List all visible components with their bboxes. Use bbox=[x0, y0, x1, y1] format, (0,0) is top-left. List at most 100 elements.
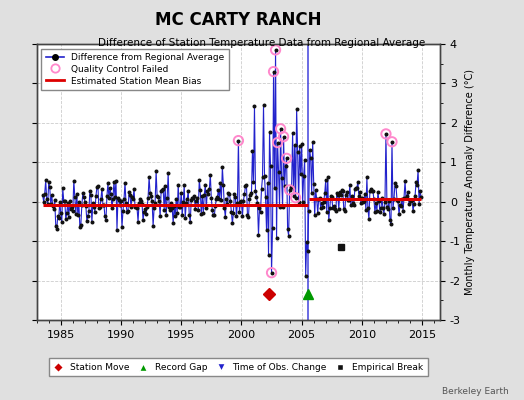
Point bbox=[83, 218, 91, 224]
Point bbox=[299, 198, 307, 205]
Point bbox=[180, 182, 189, 188]
Point bbox=[136, 196, 144, 202]
Point bbox=[270, 185, 279, 192]
Point bbox=[311, 187, 320, 194]
Point bbox=[166, 207, 174, 213]
Point bbox=[294, 199, 303, 206]
Point bbox=[222, 196, 231, 203]
Point bbox=[95, 205, 103, 212]
Point bbox=[148, 198, 156, 204]
Point bbox=[382, 131, 390, 137]
Point bbox=[198, 193, 206, 200]
Point bbox=[409, 208, 417, 214]
Point bbox=[303, 248, 312, 254]
Point bbox=[157, 188, 166, 194]
Point bbox=[167, 199, 176, 206]
Point bbox=[392, 183, 400, 189]
Point bbox=[387, 221, 395, 227]
Point bbox=[373, 208, 381, 214]
Point bbox=[233, 200, 242, 206]
Point bbox=[300, 173, 308, 179]
Point bbox=[410, 200, 418, 207]
Point bbox=[49, 203, 57, 209]
Point bbox=[135, 200, 143, 206]
Point bbox=[82, 202, 90, 209]
Point bbox=[117, 198, 125, 204]
Point bbox=[131, 204, 139, 210]
Point bbox=[297, 170, 305, 177]
Point bbox=[51, 222, 60, 229]
Point bbox=[359, 199, 367, 206]
Text: Difference of Station Temperature Data from Regional Average: Difference of Station Temperature Data f… bbox=[99, 38, 425, 48]
Point bbox=[236, 199, 245, 206]
Point bbox=[105, 195, 113, 201]
Point bbox=[60, 198, 68, 204]
Point bbox=[143, 204, 151, 210]
Point bbox=[313, 210, 322, 216]
Point bbox=[206, 172, 214, 178]
Point bbox=[112, 178, 120, 184]
Point bbox=[138, 201, 146, 208]
Point bbox=[259, 102, 268, 108]
Point bbox=[381, 198, 389, 205]
Point bbox=[160, 207, 168, 213]
Point bbox=[220, 205, 228, 212]
Point bbox=[358, 195, 366, 201]
Point bbox=[119, 208, 127, 214]
Point bbox=[401, 178, 409, 184]
Point bbox=[264, 252, 272, 258]
Point bbox=[244, 214, 253, 220]
Point bbox=[190, 193, 199, 200]
Point bbox=[335, 189, 344, 195]
Point bbox=[310, 180, 318, 187]
Point bbox=[282, 155, 291, 162]
Point bbox=[274, 139, 282, 146]
Point bbox=[240, 191, 248, 198]
Point bbox=[47, 201, 55, 207]
Point bbox=[389, 205, 397, 211]
Point bbox=[342, 191, 350, 198]
Point bbox=[383, 204, 391, 210]
Point bbox=[120, 196, 128, 203]
Point bbox=[177, 190, 185, 196]
Y-axis label: Monthly Temperature Anomaly Difference (°C): Monthly Temperature Anomaly Difference (… bbox=[465, 69, 475, 295]
Point bbox=[116, 202, 124, 208]
Point bbox=[395, 211, 403, 218]
Point bbox=[164, 170, 172, 176]
Point bbox=[191, 206, 200, 212]
Point bbox=[129, 196, 137, 202]
Point bbox=[231, 194, 239, 200]
Point bbox=[390, 196, 398, 202]
Point bbox=[140, 208, 148, 215]
Point bbox=[305, 147, 314, 153]
Point bbox=[38, 192, 47, 199]
Point bbox=[278, 204, 287, 210]
Point bbox=[242, 181, 250, 188]
Point bbox=[248, 148, 257, 154]
Point bbox=[104, 180, 112, 186]
Point bbox=[312, 196, 321, 202]
Point bbox=[267, 270, 276, 276]
Point bbox=[249, 179, 258, 185]
Point bbox=[223, 201, 232, 207]
Point bbox=[58, 219, 66, 226]
Point bbox=[323, 174, 332, 180]
Point bbox=[48, 192, 56, 199]
Point bbox=[234, 137, 243, 144]
Point bbox=[276, 126, 285, 132]
Point bbox=[139, 217, 147, 224]
Point bbox=[235, 208, 244, 215]
Point bbox=[175, 204, 183, 210]
Point bbox=[57, 210, 65, 216]
Point bbox=[356, 189, 364, 195]
Point bbox=[74, 212, 82, 218]
Point bbox=[332, 208, 340, 214]
Point bbox=[152, 168, 160, 174]
Point bbox=[366, 188, 374, 194]
Point bbox=[363, 174, 371, 181]
Point bbox=[81, 199, 89, 205]
Point bbox=[78, 202, 86, 208]
Point bbox=[97, 196, 105, 202]
Point bbox=[74, 199, 83, 206]
Point bbox=[86, 192, 95, 198]
